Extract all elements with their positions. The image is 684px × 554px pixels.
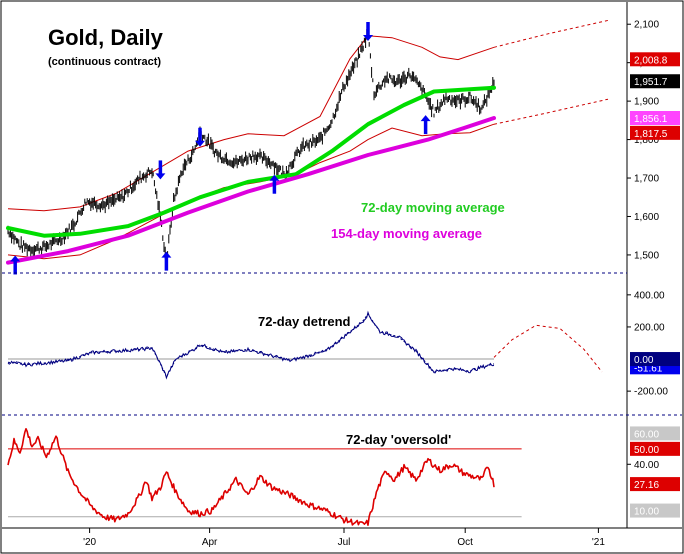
detrend-projection <box>493 324 603 373</box>
down-arrow-icon <box>363 34 373 41</box>
value-tag <box>630 426 680 441</box>
y-tick-label: 2,100 <box>634 20 659 31</box>
up-arrow-icon <box>161 251 172 258</box>
value-tag-label: 60.00 <box>634 429 659 440</box>
value-tag-label: 1,856.1 <box>634 114 668 125</box>
x-tick-label: '21 <box>592 537 605 548</box>
up-arrow-icon <box>10 255 21 262</box>
value-tag <box>630 503 680 518</box>
detrend-smooth-line <box>7 313 495 378</box>
value-tag-label: 1,951.7 <box>634 77 668 88</box>
y-tick-label: 40.00 <box>634 460 659 471</box>
value-tag <box>630 477 680 492</box>
x-tick-label: Apr <box>202 537 218 548</box>
price-panel <box>6 19 609 275</box>
y-tick-label: 400.00 <box>634 290 665 301</box>
y-tick-label: 1,500 <box>634 250 659 261</box>
y-tick-label: 1,700 <box>634 174 659 185</box>
value-tag-label: 10.00 <box>634 507 659 518</box>
x-tick-label: Jul <box>338 537 351 548</box>
down-arrow-icon <box>195 140 205 147</box>
value-tag <box>630 125 680 140</box>
down-arrow-icon <box>155 173 166 180</box>
x-tick-label: '20 <box>83 537 96 548</box>
detrend-label: 72-day detrend <box>258 314 351 329</box>
oversold-indicator-line <box>7 428 495 526</box>
y-tick-label: 200.00 <box>634 322 665 333</box>
y-tick-label: 1,600 <box>634 212 659 223</box>
value-tag <box>630 111 680 126</box>
up-arrow-icon <box>420 115 431 122</box>
y-tick-label: 1,900 <box>634 97 659 108</box>
oversold-panel <box>7 428 522 526</box>
oversold-label: 72-day 'oversold' <box>346 432 451 447</box>
up-arrow-icon <box>269 174 280 181</box>
x-tick-label: Oct <box>457 537 473 548</box>
detrend-line <box>7 310 495 380</box>
chart-title: Gold, Daily <box>48 25 164 50</box>
ma154-line <box>6 116 496 265</box>
value-tag <box>630 74 680 89</box>
value-tag-label: 50.00 <box>634 445 659 456</box>
chart-subtitle: (continuous contract) <box>48 56 161 68</box>
upper-band <box>7 35 495 212</box>
value-tag <box>630 52 680 67</box>
value-tag-label: 1,817.5 <box>634 129 668 140</box>
upper-band-projection <box>493 19 609 48</box>
lower-band-projection <box>493 98 609 125</box>
detrend-panel <box>7 310 603 380</box>
ma72-label: 72-day moving average <box>361 200 505 215</box>
value-tag <box>630 352 680 367</box>
value-tag-label: 2,008.8 <box>634 55 668 66</box>
ma154-label: 154-day moving average <box>331 226 482 241</box>
y-tick-label: 1,800 <box>634 135 659 146</box>
value-tag-label: -51.61 <box>634 363 663 374</box>
value-tag <box>630 441 680 456</box>
value-tag-label: 27.16 <box>634 480 659 491</box>
value-tag-label: 0.00 <box>634 355 654 366</box>
y-tick-label: -200.00 <box>634 387 668 398</box>
